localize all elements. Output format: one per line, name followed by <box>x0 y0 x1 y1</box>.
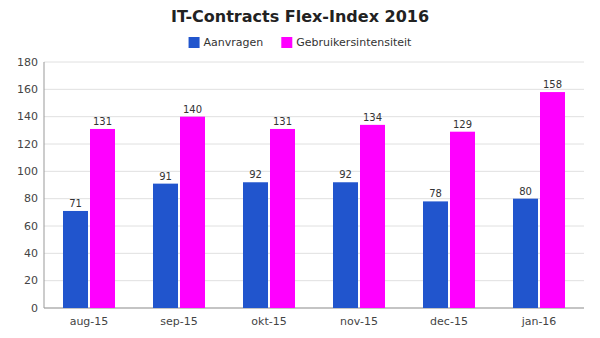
chart: IT-Contracts Flex-Index 2016 0 20 40 60 80 100… <box>0 0 600 338</box>
y-tick-label: 40 <box>24 247 38 260</box>
grid-line <box>44 144 584 145</box>
bar <box>450 132 475 308</box>
grid-line <box>44 62 584 63</box>
data-label: 131 <box>273 116 292 127</box>
bar <box>63 211 88 308</box>
grid-line <box>44 116 584 117</box>
bar <box>243 182 268 308</box>
legend-item: Aanvragen <box>189 36 264 49</box>
y-axis-line <box>44 62 45 308</box>
data-labels: 71 91 92 92 78 80 131 140 131 134 129 158 <box>69 79 562 209</box>
y-tick-label: 0 <box>31 302 38 315</box>
y-tick-label: 100 <box>17 165 38 178</box>
x-tick-label: dec-15 <box>430 315 468 328</box>
data-label: 140 <box>183 104 202 115</box>
y-tick-label: 80 <box>24 192 38 205</box>
bars <box>63 92 565 308</box>
y-tick-label: 140 <box>17 110 38 123</box>
bar <box>540 92 565 308</box>
y-tick-label: 60 <box>24 220 38 233</box>
legend: Aanvragen Gebruikersintensiteit <box>189 36 413 49</box>
grid-line <box>44 253 584 254</box>
legend-swatch <box>281 37 292 48</box>
data-label: 131 <box>93 116 112 127</box>
bar <box>180 117 205 308</box>
x-tick-label: jan-16 <box>521 315 557 328</box>
x-tick-label: aug-15 <box>70 315 109 328</box>
x-tick-label: sep-15 <box>160 315 197 328</box>
title: IT-Contracts Flex-Index 2016 <box>171 7 429 26</box>
grid <box>44 62 584 308</box>
data-label: 71 <box>69 198 82 209</box>
data-label: 92 <box>339 169 352 180</box>
grid-line <box>44 171 584 172</box>
chart-container: IT-Contracts Flex-Index 2016 0 20 40 60 80 100… <box>0 0 600 338</box>
y-tick-label: 20 <box>24 274 38 287</box>
grid-line <box>44 308 584 309</box>
data-label: 91 <box>159 171 172 182</box>
bar <box>270 129 295 308</box>
data-label: 92 <box>249 169 262 180</box>
data-label: 78 <box>429 188 442 199</box>
y-tick-label: 160 <box>17 83 38 96</box>
data-label: 129 <box>453 119 472 130</box>
x-tick-label: okt-15 <box>251 315 286 328</box>
legend-label: Aanvragen <box>204 36 264 49</box>
grid-line <box>44 226 584 227</box>
x-axis-line <box>44 308 584 309</box>
grid-line <box>44 280 584 281</box>
bar <box>513 199 538 308</box>
data-label: 158 <box>543 79 562 90</box>
bar <box>423 201 448 308</box>
bar <box>360 125 385 308</box>
data-label: 134 <box>363 112 382 123</box>
y-tick-label: 180 <box>17 56 38 69</box>
grid-line <box>44 198 584 199</box>
bar <box>333 182 358 308</box>
y-tick-label: 120 <box>17 138 38 151</box>
x-tick-label: nov-15 <box>340 315 378 328</box>
data-label: 80 <box>519 186 532 197</box>
bar <box>153 184 178 308</box>
legend-item: Gebruikersintensiteit <box>281 36 412 49</box>
legend-swatch <box>189 37 200 48</box>
bar <box>90 129 115 308</box>
legend-label: Gebruikersintensiteit <box>296 36 412 49</box>
grid-line <box>44 89 584 90</box>
